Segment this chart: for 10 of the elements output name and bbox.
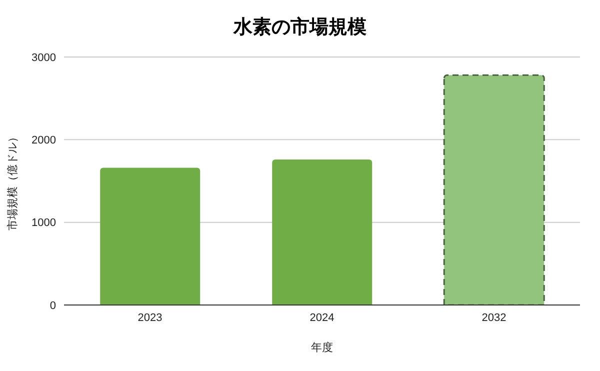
x-tick-label: 2023: [138, 312, 162, 324]
y-tick-label: 1000: [32, 217, 56, 230]
y-tick-label: 2000: [32, 134, 56, 147]
y-axis-title: 市場規模（億ドル）: [6, 132, 19, 230]
x-tick-label: 2024: [310, 312, 334, 324]
x-axis-title: 年度: [311, 341, 333, 354]
x-tick-label: 2032: [482, 312, 506, 324]
y-tick-label: 3000: [32, 52, 56, 64]
y-tick-label: 0: [50, 300, 56, 312]
chart-title: 水素の市場規模: [232, 16, 368, 40]
